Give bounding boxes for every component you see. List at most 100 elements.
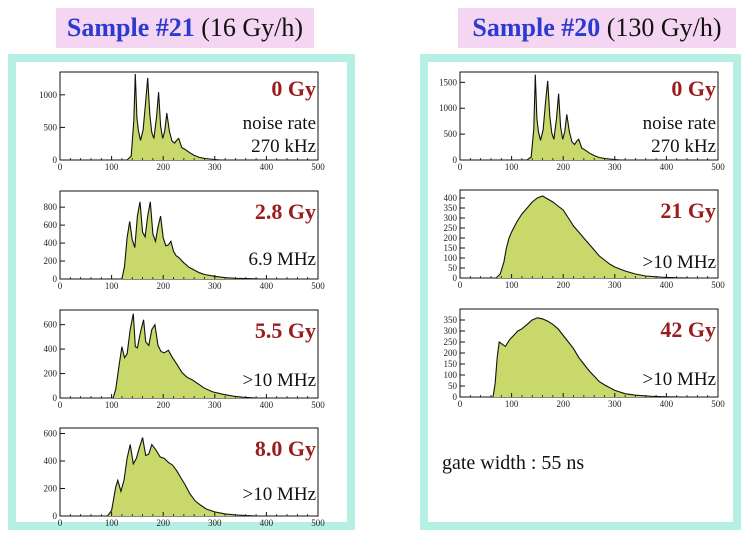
histogram-21gy: 0 100 200 300 400 500 0 50 100 150 200 250 300 350 400…	[430, 186, 730, 298]
y-tick-label: 1000	[439, 103, 458, 113]
histogram-42gy: 0 100 200 300 400 500 0 50 100 150 200 250 300 350 42…	[430, 305, 730, 417]
note-line2: 270 kHz	[651, 136, 716, 157]
x-tick-label: 200	[156, 518, 170, 528]
histogram-area	[113, 313, 257, 398]
y-tick-label: 1000	[39, 90, 58, 100]
histogram-area	[527, 74, 620, 160]
x-tick-label: 300	[608, 280, 622, 290]
histogram-0gy-sample20: 0 100 200 300 400 500 0 500 1000 1500 0 Gy noise …	[430, 68, 730, 180]
y-tick-label: 150	[444, 359, 458, 369]
dose-label: 0 Gy	[271, 76, 316, 101]
y-tick-label: 200	[444, 348, 458, 358]
note-line2: 270 kHz	[251, 136, 316, 157]
histogram-8-0gy: 0 100 200 300 400 500 0 200 400 600 8.0 Gy >10 MH…	[30, 424, 330, 536]
x-tick-label: 0	[458, 399, 463, 409]
x-tick-label: 300	[208, 400, 222, 410]
x-tick-label: 500	[711, 162, 725, 172]
sample-label: Sample #21	[66, 13, 195, 42]
note-line2: >10 MHz	[242, 484, 316, 505]
rate-label: (16 Gy/h)	[201, 13, 304, 42]
x-tick-label: 400	[260, 281, 274, 291]
histogram-svg: 0 100 200 300 400 500 0 500 1000	[39, 71, 325, 172]
x-tick-label: 300	[608, 399, 622, 409]
y-tick-label: 400	[44, 344, 58, 354]
y-tick-label: 50	[448, 381, 458, 391]
x-tick-label: 0	[58, 281, 63, 291]
dose-label: 5.5 Gy	[254, 318, 316, 343]
x-tick-label: 100	[105, 518, 119, 528]
y-tick-label: 100	[444, 253, 458, 263]
histogram-line	[495, 195, 690, 279]
y-tick-label: 800	[44, 202, 58, 212]
histogram-svg: 0 100 200 300 400 500 0 500 1000 1500	[439, 71, 725, 172]
histogram-svg: 0 100 200 300 400 500 0 200 400 600 800	[44, 190, 325, 291]
dose-label: 21 Gy	[660, 198, 716, 223]
x-tick-label: 500	[311, 281, 325, 291]
x-tick-label: 0	[458, 280, 463, 290]
x-tick-label: 0	[458, 162, 463, 172]
histogram-2-8gy: 0 100 200 300 400 500 0 200 400 600 800 2.8 Gy 6.9…	[30, 187, 330, 299]
sample-label: Sample #20	[472, 13, 601, 42]
x-tick-label: 0	[58, 400, 63, 410]
x-tick-label: 500	[311, 162, 325, 172]
x-tick-label: 100	[105, 162, 119, 172]
header-sample-21: Sample #21 (16 Gy/h)	[56, 8, 314, 48]
y-tick-label: 200	[44, 256, 58, 266]
x-tick-label: 500	[311, 518, 325, 528]
y-tick-label: 0	[53, 511, 58, 521]
histogram-area	[496, 196, 690, 278]
x-tick-label: 200	[556, 162, 570, 172]
y-tick-label: 0	[53, 155, 58, 165]
x-tick-label: 200	[556, 280, 570, 290]
y-tick-label: 250	[444, 223, 458, 233]
gate-width-note: gate width : 55 ns	[442, 452, 585, 474]
y-tick-label: 0	[53, 274, 58, 284]
x-tick-label: 200	[556, 399, 570, 409]
y-tick-label: 200	[44, 369, 58, 379]
x-tick-label: 400	[260, 400, 274, 410]
histogram-line	[107, 437, 257, 517]
x-tick-label: 300	[608, 162, 622, 172]
x-tick-label: 200	[156, 400, 170, 410]
x-tick-label: 400	[260, 518, 274, 528]
histogram-line	[121, 201, 262, 280]
y-tick-label: 150	[444, 243, 458, 253]
note-line2: 6.9 MHz	[248, 249, 316, 270]
x-tick-label: 400	[260, 162, 274, 172]
histogram-svg: 0 100 200 300 400 500 0 200 400 600	[44, 309, 325, 410]
histogram-5-5gy: 0 100 200 300 400 500 0 200 400 600 5.5 Gy >10 MH…	[30, 306, 330, 418]
dose-label: 42 Gy	[660, 317, 716, 342]
y-tick-label: 200	[44, 484, 58, 494]
y-tick-label: 400	[44, 456, 58, 466]
x-tick-label: 300	[208, 281, 222, 291]
x-tick-label: 500	[711, 280, 725, 290]
y-tick-label: 0	[453, 155, 458, 165]
y-tick-label: 300	[444, 326, 458, 336]
y-tick-label: 0	[453, 392, 458, 402]
y-tick-label: 200	[444, 233, 458, 243]
histogram-line	[126, 73, 221, 161]
x-tick-label: 100	[505, 162, 519, 172]
x-tick-label: 100	[105, 281, 119, 291]
y-tick-label: 0	[53, 393, 58, 403]
note-line2: >10 MHz	[642, 252, 716, 273]
y-tick-label: 500	[444, 129, 458, 139]
y-tick-label: 350	[444, 315, 458, 325]
note-line1: noise rate	[242, 113, 316, 134]
x-tick-label: 0	[58, 518, 63, 528]
y-tick-label: 250	[444, 337, 458, 347]
x-tick-label: 300	[208, 518, 222, 528]
y-tick-label: 300	[444, 213, 458, 223]
plot-frame	[59, 71, 319, 161]
x-tick-label: 200	[156, 162, 170, 172]
x-tick-label: 100	[105, 400, 119, 410]
histogram-area	[493, 317, 682, 397]
dose-label: 2.8 Gy	[254, 199, 316, 224]
histogram-area	[127, 74, 220, 160]
x-tick-label: 400	[660, 399, 674, 409]
y-tick-label: 600	[44, 320, 58, 330]
y-tick-label: 600	[44, 220, 58, 230]
histogram-0gy-sample21: 0 100 200 300 400 500 0 500 1000 0 Gy noise rate…	[30, 68, 330, 180]
